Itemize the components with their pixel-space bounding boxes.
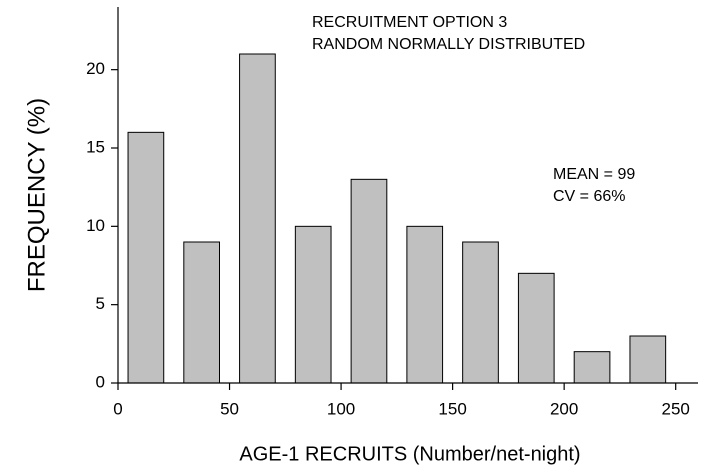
x-tick-label: 0 [113, 399, 122, 418]
y-axis-label: FREQUENCY (%) [23, 98, 50, 292]
y-tick-label: 10 [86, 216, 105, 235]
bar [183, 241, 220, 384]
x-tick-label: 100 [327, 399, 355, 418]
annotation: RECRUITMENT OPTION 3 [312, 14, 507, 31]
bar [462, 241, 499, 384]
bar [239, 53, 276, 384]
bar [629, 335, 667, 384]
bar [406, 225, 444, 384]
x-tick-label: 150 [438, 399, 466, 418]
x-tick-label: 200 [550, 399, 578, 418]
bar [573, 351, 611, 384]
bar [294, 225, 332, 384]
annotation: MEAN = 99 [553, 166, 635, 183]
annotation: CV = 66% [553, 188, 625, 205]
bar [517, 272, 555, 384]
y-tick-label: 20 [86, 59, 105, 78]
y-tick-label: 15 [86, 137, 105, 156]
annotation: RANDOM NORMALLY DISTRIBUTED [312, 36, 585, 53]
y-tick-label: 0 [96, 372, 105, 391]
bar [350, 178, 388, 384]
x-tick-label: 50 [220, 399, 239, 418]
x-tick-label: 250 [662, 399, 690, 418]
x-axis-label: AGE-1 RECRUITS (Number/net-night) [239, 443, 580, 465]
y-tick-label: 5 [96, 294, 105, 313]
bar [127, 131, 165, 384]
